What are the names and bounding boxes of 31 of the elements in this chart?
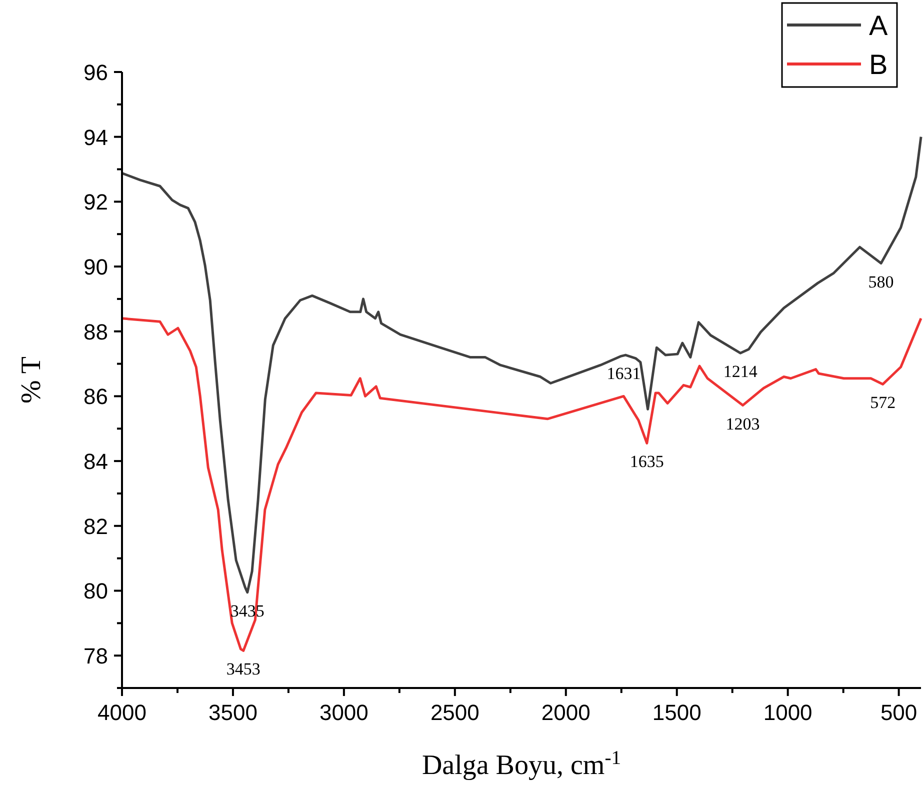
x-tick-label: 500 (880, 700, 918, 725)
annotation: 1214 (723, 362, 758, 382)
x-tick-label: 3500 (208, 700, 258, 725)
x-tick-label: 1500 (652, 700, 702, 725)
y-tick-label: 96 (84, 60, 108, 85)
line-series (120, 317, 922, 652)
y-tick-label: 84 (84, 449, 108, 474)
annotation: 1635 (630, 452, 664, 472)
annotation: 3453 (226, 660, 260, 679)
x-axis-title: Dalga Boyu, cm$^{-1}$ (422, 748, 622, 781)
annotation: 1631 (606, 364, 641, 384)
x-tick-label: 2500 (430, 700, 480, 725)
y-tick-label: 86 (84, 384, 108, 410)
legend-label: B (869, 49, 888, 80)
line-series (120, 136, 922, 594)
annotation: 580 (868, 272, 894, 292)
x-tick-label: 2000 (541, 700, 590, 725)
legend-label: A (869, 10, 888, 41)
annotation: 572 (870, 393, 896, 412)
y-axis-title: % T (16, 356, 47, 404)
y-tick-label: 82 (84, 514, 108, 539)
y-tick-label: 90 (84, 254, 108, 280)
y-tick-label: 92 (84, 190, 108, 215)
y-tick-label: 78 (84, 644, 108, 669)
y-tick-label: 80 (84, 578, 108, 604)
y-tick-label: 88 (84, 319, 108, 344)
x-tick-label: 1000 (763, 700, 812, 725)
y-tick-label: 94 (84, 124, 108, 150)
x-tick-label: 4000 (98, 700, 146, 725)
annotation: 1203 (726, 414, 760, 434)
x-tick-label: 3000 (319, 700, 368, 725)
